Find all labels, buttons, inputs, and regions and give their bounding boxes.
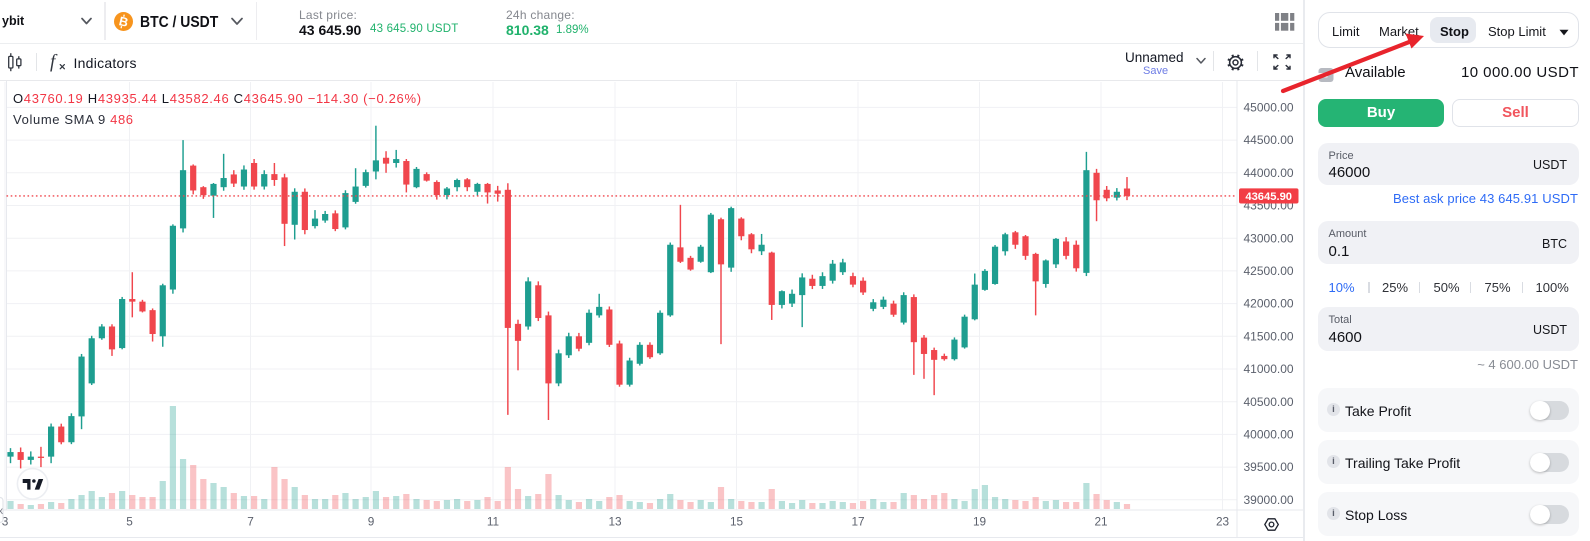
svg-text:40500.00: 40500.00: [1244, 395, 1294, 409]
svg-text:42500.00: 42500.00: [1244, 264, 1294, 278]
svg-text:x: x: [0, 506, 3, 517]
svg-text:19: 19: [973, 515, 986, 529]
svg-text:17: 17: [851, 515, 864, 529]
svg-text:23: 23: [1216, 515, 1230, 529]
svg-text:15: 15: [730, 515, 744, 529]
svg-text:O43760.19 H43935.44 L43582.46: O43760.19 H43935.44 L43582.46 C43645.90 …: [13, 91, 422, 106]
svg-text:7: 7: [247, 515, 254, 529]
svg-text:40000.00: 40000.00: [1244, 428, 1294, 442]
svg-text:44000.00: 44000.00: [1244, 166, 1294, 180]
svg-text:11: 11: [487, 515, 499, 529]
svg-text:f: f: [50, 52, 58, 73]
svg-text:Volume SMA 9 486: Volume SMA 9 486: [13, 112, 134, 127]
svg-text:39500.00: 39500.00: [1244, 460, 1294, 474]
svg-text:B: B: [118, 14, 130, 30]
svg-text:45000.00: 45000.00: [1244, 101, 1294, 115]
svg-text:5: 5: [126, 515, 133, 529]
svg-text:9: 9: [368, 515, 375, 529]
svg-text:21: 21: [1094, 515, 1107, 529]
svg-text:39000.00: 39000.00: [1244, 493, 1294, 507]
svg-text:13: 13: [608, 515, 622, 529]
svg-text:41500.00: 41500.00: [1244, 329, 1294, 343]
svg-text:42000.00: 42000.00: [1244, 297, 1294, 311]
svg-text:43645.90: 43645.90: [1245, 191, 1292, 203]
svg-text:43000.00: 43000.00: [1244, 231, 1294, 245]
svg-text:44500.00: 44500.00: [1244, 133, 1294, 147]
svg-text:3: 3: [2, 515, 9, 529]
svg-text:41000.00: 41000.00: [1244, 362, 1294, 376]
